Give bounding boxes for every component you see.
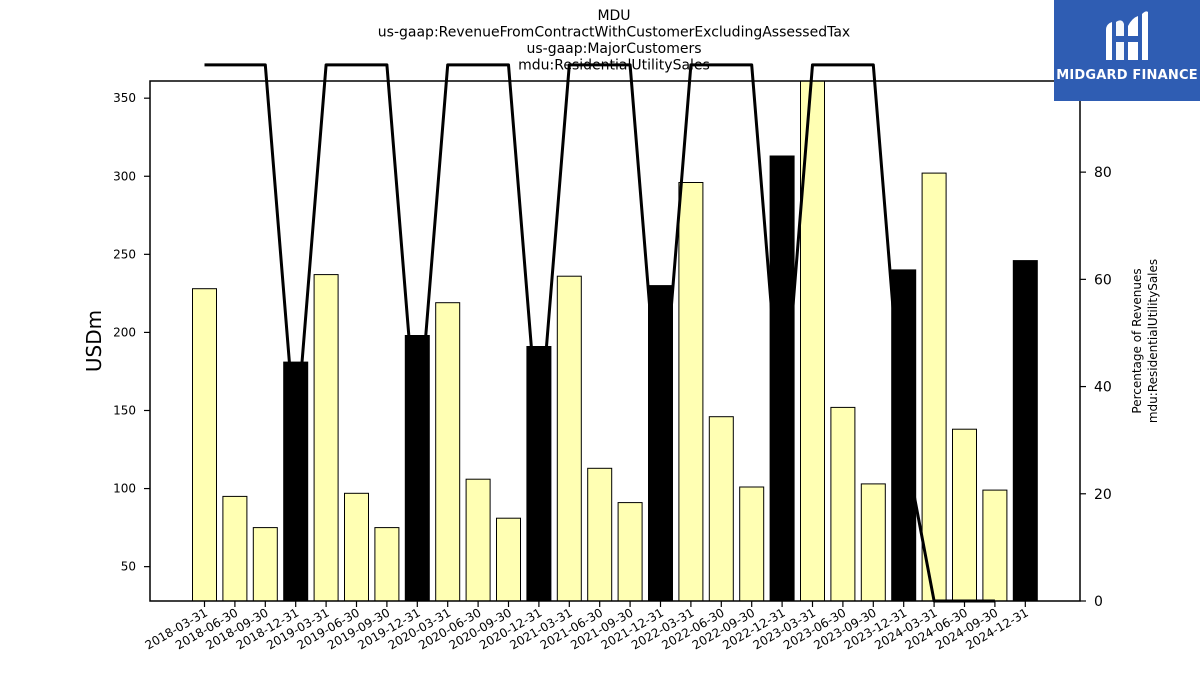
y-tick-label: 300 <box>113 169 136 183</box>
y-axis-right-label: Percentage of Revenues mdu:ResidentialUti… <box>1130 259 1160 423</box>
y2-tick-label: 20 <box>1094 487 1112 503</box>
bar-2022-03-31 <box>678 182 704 602</box>
y2-tick-label: 60 <box>1094 272 1112 288</box>
y2-tick-label: 40 <box>1094 380 1112 396</box>
bar-2020-06-30 <box>465 478 491 602</box>
bar-2022-09-30 <box>739 486 765 602</box>
y-tick-label: 250 <box>113 247 136 261</box>
x-axis: 2018-03-312018-06-302018-09-302018-12-31… <box>143 601 1031 652</box>
y-axis-right: 020406080100 <box>1080 58 1121 610</box>
y2-tick-label: 80 <box>1094 165 1112 181</box>
bar-2018-03-31 <box>192 288 217 602</box>
logo-mark-icon <box>1106 11 1148 61</box>
y2-label-line-1: mdu:ResidentialUtilitySales <box>1146 259 1160 423</box>
y-tick-label: 100 <box>113 482 136 496</box>
bar-2023-06-30 <box>830 406 856 602</box>
bar-2019-09-30 <box>374 527 400 602</box>
bar-series <box>192 80 1038 602</box>
bar-2020-12-31 <box>526 346 552 602</box>
y2-tick-label: 0 <box>1094 594 1103 610</box>
bar-2023-09-30 <box>860 483 886 602</box>
title-line-1: us-gaap:RevenueFromContractWithCustomerE… <box>378 25 850 41</box>
bar-2024-09-30 <box>982 489 1008 602</box>
y-axis-label: USDm <box>82 310 106 372</box>
y-axis-left: 50 100 150 200 250 300 350 <box>113 91 150 574</box>
y-tick-label: 200 <box>113 325 136 339</box>
percentage-line-series <box>204 63 995 603</box>
logo-text: MIDGARD FINANCE <box>1056 68 1198 83</box>
bar-2018-09-30 <box>252 527 278 602</box>
bar-2020-09-30 <box>496 517 521 602</box>
bar-2024-03-31 <box>921 172 947 602</box>
bar-2018-06-30 <box>222 495 248 602</box>
title-line-0: MDU <box>597 8 630 24</box>
bar-2022-12-31 <box>769 155 795 602</box>
bar-2021-03-31 <box>556 275 582 602</box>
y-tick-label: 150 <box>113 403 136 417</box>
plot-frame <box>149 80 1081 602</box>
percentage-line <box>204 63 995 603</box>
bar-2018-12-31 <box>283 361 309 602</box>
bar-2021-06-30 <box>587 467 613 602</box>
bar-2022-06-30 <box>708 416 734 602</box>
bar-2019-03-31 <box>313 274 339 602</box>
bar-2024-06-30 <box>952 428 977 602</box>
y-tick-label: 50 <box>121 560 136 574</box>
bar-2019-06-30 <box>344 492 369 602</box>
y-tick-label: 350 <box>113 91 136 105</box>
y2-label-line-0: Percentage of Revenues <box>1130 268 1144 413</box>
bar-2024-12-31 <box>1012 260 1038 602</box>
bar-2021-09-30 <box>617 502 643 602</box>
midgard-finance-logo: MIDGARD FINANCE <box>1054 0 1200 101</box>
bar-2020-03-31 <box>435 302 461 602</box>
bar-2019-12-31 <box>404 335 430 602</box>
title-line-2: us-gaap:MajorCustomers <box>526 41 701 57</box>
